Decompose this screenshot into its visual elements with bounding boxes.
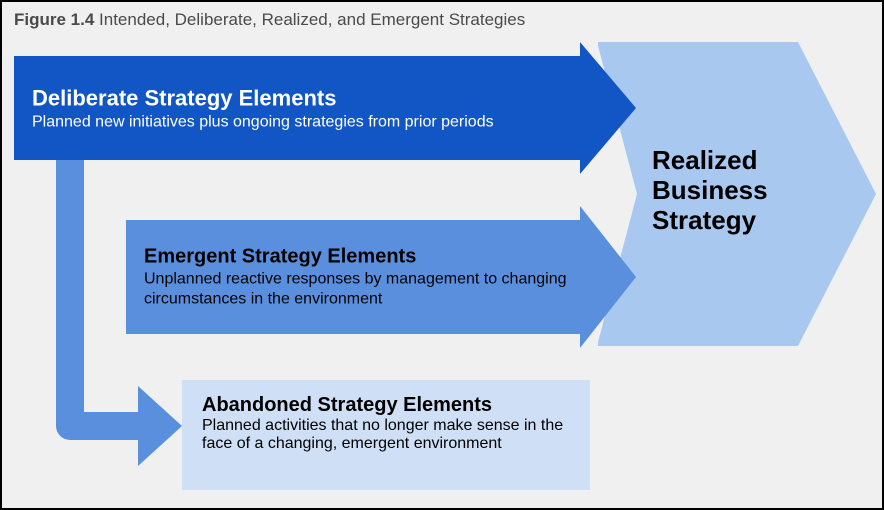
emergent-arrow: Emergent Strategy Elements Unplanned rea… [126, 220, 636, 334]
emergent-head-icon [580, 206, 636, 348]
abandoned-subtitle: Planned activities that no longer make s… [202, 417, 570, 453]
emergent-label: Emergent Strategy Elements Unplanned rea… [144, 245, 568, 310]
elbow-vertical [56, 160, 84, 412]
realized-label: Realized Business Strategy [652, 146, 768, 236]
figure-number: Figure 1.4 [14, 10, 94, 29]
deliberate-head-icon [580, 42, 636, 174]
deliberate-subtitle: Planned new initiatives plus ongoing str… [32, 112, 568, 132]
deliberate-arrow: Deliberate Strategy Elements Planned new… [14, 56, 636, 160]
elbow-horizontal [56, 412, 138, 440]
abandoned-title: Abandoned Strategy Elements [202, 394, 570, 417]
emergent-subtitle: Unplanned reactive responses by manageme… [144, 270, 568, 310]
figure-title: Intended, Deliberate, Realized, and Emer… [94, 10, 525, 29]
deliberate-label: Deliberate Strategy Elements Planned new… [32, 84, 568, 132]
abandoned-box: Abandoned Strategy Elements Planned acti… [182, 380, 590, 490]
figure-caption: Figure 1.4 Intended, Deliberate, Realize… [14, 10, 525, 30]
emergent-title: Emergent Strategy Elements [144, 245, 568, 270]
realized-line3: Strategy [652, 205, 756, 235]
realized-line2: Business [652, 175, 768, 205]
realized-line1: Realized [652, 145, 758, 175]
figure-frame: Figure 1.4 Intended, Deliberate, Realize… [0, 0, 884, 510]
realized-point [798, 42, 876, 346]
elbow-arrowhead-icon [138, 386, 182, 466]
realized-strategy-chevron: Realized Business Strategy [598, 42, 876, 346]
deliberate-title: Deliberate Strategy Elements [32, 84, 568, 112]
